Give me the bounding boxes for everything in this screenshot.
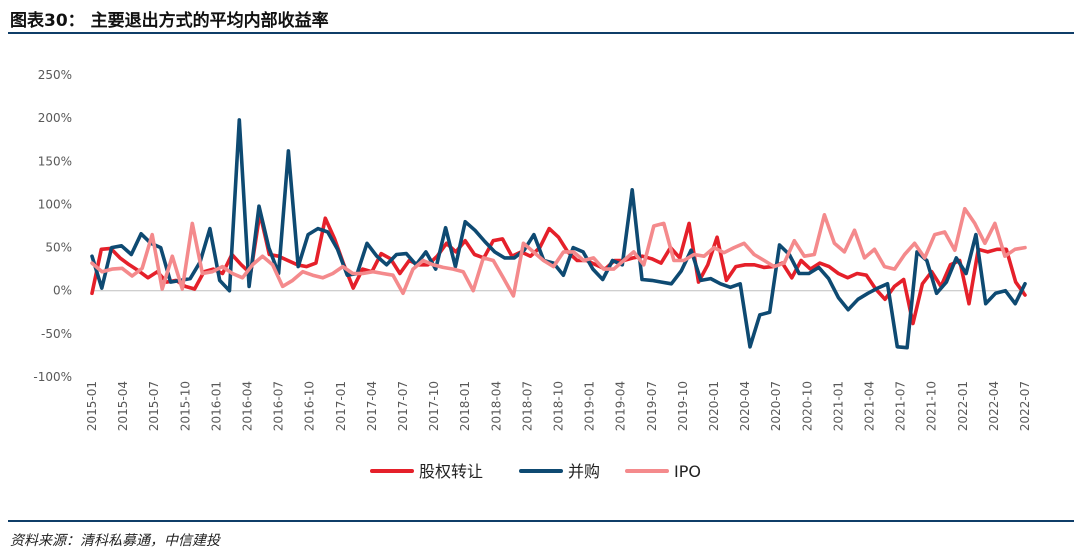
x-tick-label: 2021-07 bbox=[894, 381, 908, 431]
x-tick-label: 2022-07 bbox=[1018, 381, 1032, 431]
legend: 股权转让 并购 IPO bbox=[370, 462, 701, 481]
y-tick-label: 50% bbox=[45, 241, 72, 255]
x-tick-label: 2022-01 bbox=[956, 381, 970, 431]
y-axis: -100% -50% 0% 50% 100% 150% 200% 250% bbox=[33, 68, 1025, 384]
x-tick-label: 2015-04 bbox=[116, 381, 130, 431]
x-tick-label: 2017-07 bbox=[396, 381, 410, 431]
x-tick-label: 2016-07 bbox=[272, 381, 286, 431]
x-tick-label: 2015-10 bbox=[178, 381, 192, 431]
x-tick-label: 2018-04 bbox=[489, 381, 503, 431]
legend-label: 并购 bbox=[568, 462, 600, 481]
series-lines bbox=[90, 118, 1027, 350]
x-tick-label: 2015-01 bbox=[85, 381, 99, 431]
bottom-rule bbox=[8, 520, 1074, 522]
legend-label: 股权转让 bbox=[419, 462, 483, 481]
x-tick-label: 2020-10 bbox=[800, 381, 814, 431]
y-tick-label: -50% bbox=[41, 327, 72, 341]
source-note: 资料来源：清科私募通，中信建投 bbox=[10, 533, 220, 549]
x-tick-label: 2017-10 bbox=[427, 381, 441, 431]
x-tick-label: 2019-07 bbox=[645, 381, 659, 431]
x-tick-label: 2021-10 bbox=[925, 381, 939, 431]
x-tick-label: 2020-04 bbox=[738, 381, 752, 431]
y-tick-label: -100% bbox=[33, 370, 72, 384]
x-tick-label: 2017-01 bbox=[334, 381, 348, 431]
y-tick-label: 150% bbox=[38, 154, 72, 168]
x-tick-label: 2022-04 bbox=[987, 381, 1001, 431]
top-rule bbox=[8, 32, 1074, 34]
figure-title: 图表30： 主要退出方式的平均内部收益率 bbox=[10, 11, 329, 31]
series-line-2 bbox=[90, 118, 1027, 350]
x-tick-label: 2018-07 bbox=[520, 381, 534, 431]
x-tick-label: 2019-01 bbox=[583, 381, 597, 431]
x-tick-label: 2021-04 bbox=[863, 381, 877, 431]
x-tick-label: 2015-07 bbox=[147, 381, 161, 431]
x-tick-label: 2019-04 bbox=[614, 381, 628, 431]
y-tick-label: 0% bbox=[53, 284, 72, 298]
y-tick-label: 250% bbox=[38, 68, 72, 82]
y-tick-label: 200% bbox=[38, 111, 72, 125]
x-tick-label: 2018-10 bbox=[552, 381, 566, 431]
x-tick-label: 2020-07 bbox=[769, 381, 783, 431]
figure-header: 图表30： 主要退出方式的平均内部收益率 bbox=[0, 0, 1080, 34]
x-tick-label: 2017-04 bbox=[365, 381, 379, 431]
series-line-3 bbox=[90, 206, 1027, 298]
x-tick-label: 2021-01 bbox=[831, 381, 845, 431]
y-tick-label: 100% bbox=[38, 197, 72, 211]
x-axis: 2015-01 2015-04 2015-07 2015-10 2016-01 2016-… bbox=[85, 381, 1032, 431]
x-tick-label: 2018-01 bbox=[458, 381, 472, 431]
line-chart: -100%-50%0%50%100%150%200%250% 2015-01 20… bbox=[33, 68, 1032, 481]
x-tick-label: 2016-01 bbox=[209, 381, 223, 431]
x-tick-label: 2016-04 bbox=[241, 381, 255, 431]
x-tick-label: 2020-01 bbox=[707, 381, 721, 431]
x-tick-label: 2019-10 bbox=[676, 381, 690, 431]
legend-label: IPO bbox=[674, 462, 701, 481]
x-tick-label: 2016-10 bbox=[303, 381, 317, 431]
